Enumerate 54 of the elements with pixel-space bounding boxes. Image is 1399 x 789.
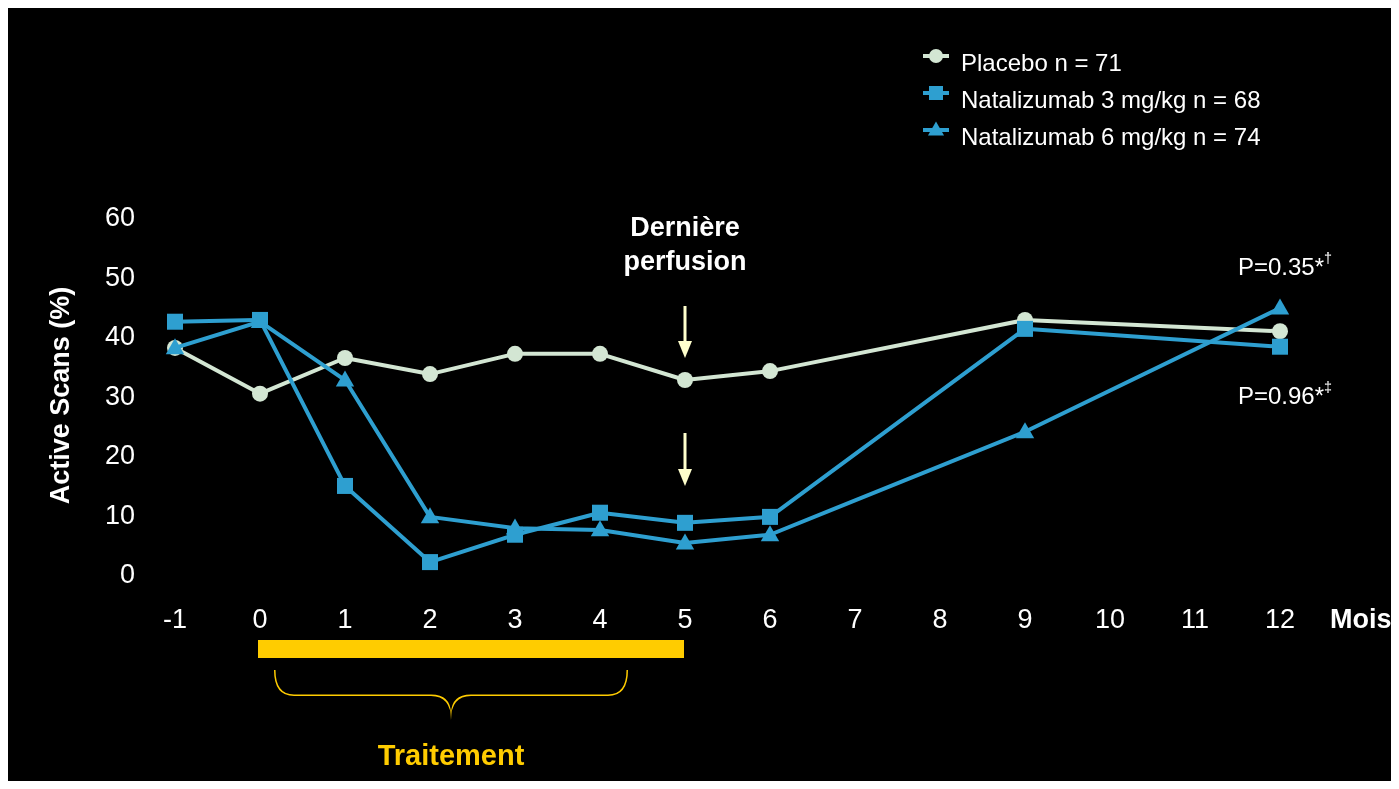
point (590, 520, 610, 537)
point (252, 385, 268, 402)
point (1270, 298, 1290, 315)
x-tick-label: 11 (1180, 604, 1210, 634)
x-tick-label: 4 (592, 604, 608, 634)
point (677, 372, 693, 389)
point (505, 518, 525, 535)
point (337, 350, 353, 367)
x-tick-label: 0 (252, 604, 268, 634)
legend-label: Placebo n = 71 (961, 48, 1122, 76)
x-tick-label: 5 (677, 604, 693, 634)
point (1272, 338, 1288, 355)
y-tick-label: 60 (104, 202, 135, 232)
x-tick-label: 2 (422, 604, 438, 634)
annotation: P=0.35*$^{†}$ (1237, 250, 1333, 280)
x-tick-label: 7 (847, 604, 863, 634)
annotation: Dernière perfusion (623, 212, 747, 276)
x-tick-label: 6 (762, 604, 778, 634)
point (1272, 323, 1288, 340)
y-tick-label: 0 (119, 559, 135, 589)
x-tick-label: 10 (1094, 604, 1126, 634)
x-tick-label: 8 (932, 604, 948, 634)
point (675, 533, 695, 550)
x-tick-label: -1 (162, 604, 188, 634)
point (677, 514, 693, 531)
point (420, 507, 440, 524)
x-tick-label: 12 (1264, 604, 1296, 634)
x-tick-label: 1 (337, 604, 353, 634)
text: Traitement (377, 739, 525, 771)
point (1015, 422, 1035, 439)
point (762, 363, 778, 380)
point (422, 366, 438, 383)
y-tick-label: 10 (104, 499, 135, 530)
point (592, 504, 608, 521)
y-axis-title: Active Scans (%) (45, 286, 75, 505)
point (762, 508, 778, 525)
legend-label: Natalizumab 3 mg/kg n = 68 (961, 85, 1261, 113)
legend-label: Natalizumab 6 mg/kg n = 74 (961, 122, 1261, 150)
y-tick-label: 20 (104, 440, 135, 470)
point (1017, 320, 1033, 337)
point (167, 313, 183, 330)
point (507, 345, 523, 362)
y-tick-label: 40 (104, 321, 135, 351)
point (422, 554, 438, 571)
point (337, 477, 353, 494)
point (760, 525, 780, 542)
point (335, 370, 355, 387)
y-tick-label: 50 (104, 261, 135, 292)
y-tick-label: 30 (104, 380, 135, 411)
x-axis-title: Mois (1330, 604, 1392, 634)
point (592, 345, 608, 362)
annotation: P=0.96*$^{‡}$ (1237, 379, 1333, 409)
x-tick-label: 3 (507, 604, 523, 634)
x-tick-label: 9 (1017, 604, 1033, 634)
